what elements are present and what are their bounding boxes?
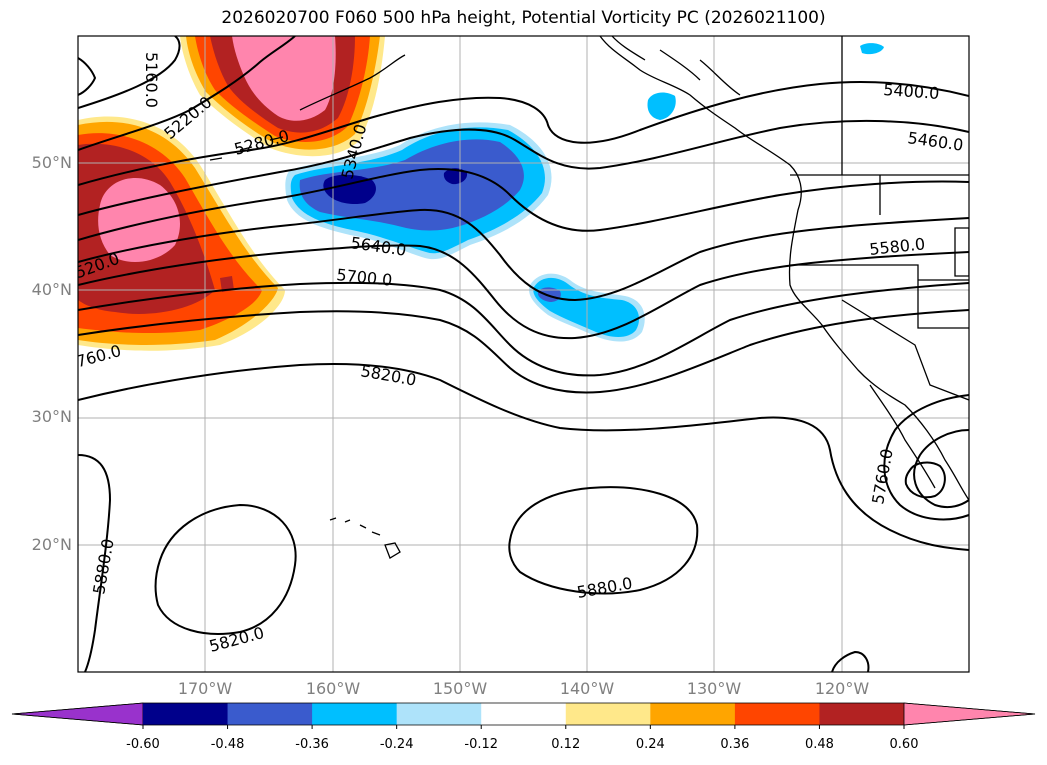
contour-label: 5820.0 (359, 361, 417, 389)
colorbar-segment (481, 703, 567, 725)
colorbar-segment (819, 703, 905, 725)
lon-label: 120°W (814, 679, 870, 698)
colorbar-segment (143, 703, 229, 725)
map-frame (77, 35, 970, 673)
gridlines (78, 36, 969, 672)
colorbar-segment (734, 703, 820, 725)
colorbar-tick-label: -0.36 (295, 737, 329, 752)
pv-negative-region-alaska (647, 43, 884, 120)
colorbar-extend-max (903, 702, 1036, 726)
pv-positive-region-north (180, 36, 385, 157)
height-contours (78, 36, 969, 672)
colorbar-segment (312, 703, 398, 725)
colorbar-tick-label: 0.36 (720, 737, 750, 752)
colorbar-tick-label: 0.60 (889, 737, 919, 752)
colorbar-tick-label: 0.12 (551, 737, 581, 752)
colorbar-extend-min (11, 702, 144, 726)
coastlines (209, 36, 969, 559)
colorbar-tick-label: -0.12 (464, 737, 499, 752)
contour-label: 5880.0 (89, 537, 117, 595)
lat-label: 30°N (31, 407, 72, 426)
contour-label: 5160.0 (142, 52, 161, 108)
colorbar-tick-label: -0.24 (379, 737, 414, 752)
lon-label: 150°W (432, 679, 488, 698)
contour-label: 5700.0 (336, 265, 394, 290)
colorbar-segment (565, 703, 651, 725)
colorbar (11, 702, 1036, 729)
colorbar-tick-label: -0.48 (210, 737, 245, 752)
pv-negative-region-main (285, 122, 552, 260)
contour-label: 5400.0 (883, 80, 940, 103)
lon-label: 170°W (177, 679, 233, 698)
lat-label: 40°N (31, 280, 72, 299)
colorbar-tick-label: 0.48 (804, 737, 834, 752)
colorbar-tick-label: -0.60 (126, 737, 160, 752)
contour-label: 5220.0 (160, 93, 215, 144)
contour-label: 5460.0 (906, 128, 964, 155)
lat-label: 50°N (31, 153, 72, 172)
colorbar-segment (396, 703, 482, 725)
colorbar-segment (227, 703, 313, 725)
colorbar-segment (650, 703, 736, 725)
map-title: 2026020700 F060 500 hPa height, Potentia… (221, 8, 826, 28)
lon-label: 130°W (686, 679, 742, 698)
lat-label: 20°N (31, 535, 72, 554)
contour-label: 5880.0 (575, 574, 633, 602)
contour-label: 5820.0 (207, 623, 266, 656)
lon-label: 160°W (305, 679, 361, 698)
lon-label: 140°W (559, 679, 615, 698)
colorbar-tick-label: 0.24 (635, 737, 665, 752)
